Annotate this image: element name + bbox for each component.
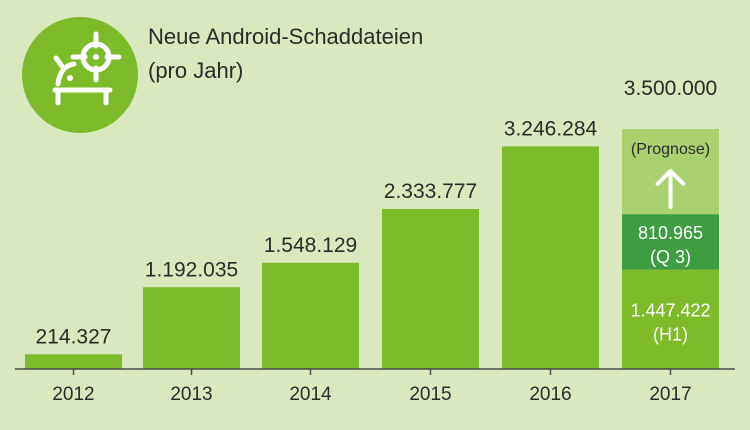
- value-label-2014: 1.548.129: [264, 234, 357, 257]
- arrow-up-icon: [655, 169, 686, 209]
- value-label-2013: 1.192.035: [145, 258, 238, 281]
- value-label-2012: 214.327: [36, 325, 112, 348]
- forecast-label: (Prognose): [631, 141, 710, 158]
- bar-2017-segment-q3: [622, 214, 719, 270]
- segment-value-label: 810.965: [638, 223, 703, 243]
- bar-2012: [25, 354, 122, 369]
- android-crosshair-icon: [22, 17, 138, 133]
- bar-2017-segment-h1: [622, 269, 719, 369]
- chart-title-line-1: Neue Android-Schaddateien: [148, 24, 424, 49]
- x-tick-label-2013: 2013: [170, 384, 212, 405]
- x-tick-label-2012: 2012: [52, 384, 94, 405]
- bar-2013: [143, 287, 240, 369]
- value-label-2016: 3.246.284: [504, 117, 598, 140]
- bar-2015: [382, 208, 479, 369]
- x-tick-label-2014: 2014: [289, 384, 332, 405]
- segment-sublabel: (H1): [653, 324, 688, 344]
- value-label-2015: 2.333.777: [384, 180, 477, 203]
- bar-2014: [262, 262, 359, 369]
- segment-sublabel: (Q 3): [650, 247, 691, 267]
- value-label-2017: 3.500.000: [624, 77, 717, 100]
- bar-2016: [502, 146, 599, 369]
- x-tick-label-2015: 2015: [409, 384, 451, 405]
- chart-title-line-2: (pro Jahr): [148, 58, 244, 83]
- segment-value-label: 1.447.422: [630, 300, 710, 320]
- x-tick-label-2016: 2016: [529, 384, 571, 405]
- x-tick-label-2017: 2017: [649, 384, 691, 405]
